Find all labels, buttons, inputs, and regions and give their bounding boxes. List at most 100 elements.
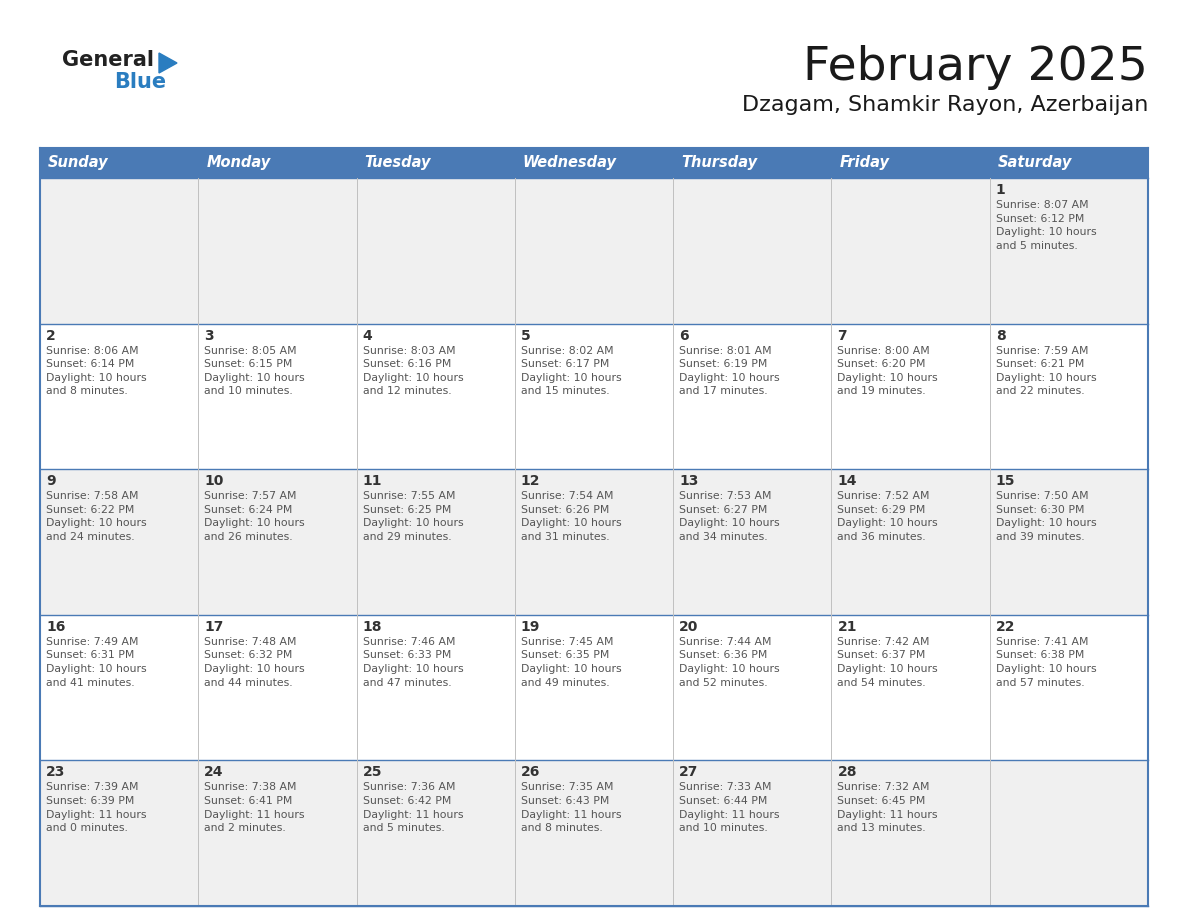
Text: 3: 3 (204, 329, 214, 342)
Bar (514, 324, 674, 469)
Text: 1: 1 (996, 183, 1005, 197)
Text: 20: 20 (680, 620, 699, 633)
Bar (832, 178, 990, 324)
Text: 24: 24 (204, 766, 223, 779)
Bar (990, 615, 1148, 760)
Bar (832, 148, 990, 178)
Text: Friday: Friday (840, 155, 890, 171)
Bar (40, 469, 198, 615)
Text: Blue: Blue (114, 72, 166, 92)
Text: General: General (62, 50, 154, 70)
Text: 19: 19 (520, 620, 541, 633)
Text: 12: 12 (520, 475, 541, 488)
Bar (514, 148, 674, 178)
Text: Sunrise: 7:58 AM
Sunset: 6:22 PM
Daylight: 10 hours
and 24 minutes.: Sunrise: 7:58 AM Sunset: 6:22 PM Dayligh… (46, 491, 146, 542)
Text: February 2025: February 2025 (803, 45, 1148, 90)
Bar (356, 760, 514, 906)
Bar (832, 469, 990, 615)
Text: Sunrise: 8:07 AM
Sunset: 6:12 PM
Daylight: 10 hours
and 5 minutes.: Sunrise: 8:07 AM Sunset: 6:12 PM Dayligh… (996, 200, 1097, 251)
Text: 13: 13 (680, 475, 699, 488)
Text: 23: 23 (46, 766, 65, 779)
Text: Dzagam, Shamkir Rayon, Azerbaijan: Dzagam, Shamkir Rayon, Azerbaijan (741, 95, 1148, 115)
Text: Sunrise: 8:01 AM
Sunset: 6:19 PM
Daylight: 10 hours
and 17 minutes.: Sunrise: 8:01 AM Sunset: 6:19 PM Dayligh… (680, 345, 779, 397)
Text: Sunday: Sunday (48, 155, 108, 171)
Bar (514, 615, 674, 760)
Bar (990, 178, 1148, 324)
Text: Sunrise: 7:59 AM
Sunset: 6:21 PM
Daylight: 10 hours
and 22 minutes.: Sunrise: 7:59 AM Sunset: 6:21 PM Dayligh… (996, 345, 1097, 397)
Bar (674, 469, 832, 615)
Text: Sunrise: 7:33 AM
Sunset: 6:44 PM
Daylight: 11 hours
and 10 minutes.: Sunrise: 7:33 AM Sunset: 6:44 PM Dayligh… (680, 782, 779, 834)
Bar (356, 469, 514, 615)
Text: Sunrise: 8:05 AM
Sunset: 6:15 PM
Daylight: 10 hours
and 10 minutes.: Sunrise: 8:05 AM Sunset: 6:15 PM Dayligh… (204, 345, 305, 397)
Bar (990, 760, 1148, 906)
Text: 27: 27 (680, 766, 699, 779)
Text: 15: 15 (996, 475, 1016, 488)
Text: Sunrise: 8:02 AM
Sunset: 6:17 PM
Daylight: 10 hours
and 15 minutes.: Sunrise: 8:02 AM Sunset: 6:17 PM Dayligh… (520, 345, 621, 397)
Text: 25: 25 (362, 766, 383, 779)
Bar (40, 615, 198, 760)
Text: Monday: Monday (207, 155, 271, 171)
Text: 17: 17 (204, 620, 223, 633)
Text: 7: 7 (838, 329, 847, 342)
Text: Sunrise: 7:41 AM
Sunset: 6:38 PM
Daylight: 10 hours
and 57 minutes.: Sunrise: 7:41 AM Sunset: 6:38 PM Dayligh… (996, 637, 1097, 688)
Bar (514, 469, 674, 615)
Bar (40, 324, 198, 469)
Text: 9: 9 (46, 475, 56, 488)
Bar (674, 178, 832, 324)
Bar (356, 324, 514, 469)
Polygon shape (159, 53, 177, 73)
Text: Sunrise: 7:45 AM
Sunset: 6:35 PM
Daylight: 10 hours
and 49 minutes.: Sunrise: 7:45 AM Sunset: 6:35 PM Dayligh… (520, 637, 621, 688)
Bar (990, 324, 1148, 469)
Text: Sunrise: 8:00 AM
Sunset: 6:20 PM
Daylight: 10 hours
and 19 minutes.: Sunrise: 8:00 AM Sunset: 6:20 PM Dayligh… (838, 345, 939, 397)
Text: Sunrise: 7:49 AM
Sunset: 6:31 PM
Daylight: 10 hours
and 41 minutes.: Sunrise: 7:49 AM Sunset: 6:31 PM Dayligh… (46, 637, 146, 688)
Text: 16: 16 (46, 620, 65, 633)
Text: Sunrise: 7:36 AM
Sunset: 6:42 PM
Daylight: 11 hours
and 5 minutes.: Sunrise: 7:36 AM Sunset: 6:42 PM Dayligh… (362, 782, 463, 834)
Bar (198, 148, 356, 178)
Text: 8: 8 (996, 329, 1005, 342)
Text: Saturday: Saturday (998, 155, 1072, 171)
Text: Sunrise: 7:48 AM
Sunset: 6:32 PM
Daylight: 10 hours
and 44 minutes.: Sunrise: 7:48 AM Sunset: 6:32 PM Dayligh… (204, 637, 305, 688)
Bar (990, 148, 1148, 178)
Bar (40, 760, 198, 906)
Bar (832, 324, 990, 469)
Text: Sunrise: 7:50 AM
Sunset: 6:30 PM
Daylight: 10 hours
and 39 minutes.: Sunrise: 7:50 AM Sunset: 6:30 PM Dayligh… (996, 491, 1097, 542)
Text: Sunrise: 7:46 AM
Sunset: 6:33 PM
Daylight: 10 hours
and 47 minutes.: Sunrise: 7:46 AM Sunset: 6:33 PM Dayligh… (362, 637, 463, 688)
Text: Thursday: Thursday (681, 155, 757, 171)
Text: Sunrise: 7:55 AM
Sunset: 6:25 PM
Daylight: 10 hours
and 29 minutes.: Sunrise: 7:55 AM Sunset: 6:25 PM Dayligh… (362, 491, 463, 542)
Text: Sunrise: 7:32 AM
Sunset: 6:45 PM
Daylight: 11 hours
and 13 minutes.: Sunrise: 7:32 AM Sunset: 6:45 PM Dayligh… (838, 782, 939, 834)
Text: 14: 14 (838, 475, 857, 488)
Bar (356, 615, 514, 760)
Bar (356, 148, 514, 178)
Bar (356, 178, 514, 324)
Bar (832, 760, 990, 906)
Bar (198, 178, 356, 324)
Text: Sunrise: 7:35 AM
Sunset: 6:43 PM
Daylight: 11 hours
and 8 minutes.: Sunrise: 7:35 AM Sunset: 6:43 PM Dayligh… (520, 782, 621, 834)
Bar (198, 469, 356, 615)
Text: 26: 26 (520, 766, 541, 779)
Bar (40, 148, 198, 178)
Text: Sunrise: 7:54 AM
Sunset: 6:26 PM
Daylight: 10 hours
and 31 minutes.: Sunrise: 7:54 AM Sunset: 6:26 PM Dayligh… (520, 491, 621, 542)
Text: Sunrise: 7:38 AM
Sunset: 6:41 PM
Daylight: 11 hours
and 2 minutes.: Sunrise: 7:38 AM Sunset: 6:41 PM Dayligh… (204, 782, 305, 834)
Text: Sunrise: 8:03 AM
Sunset: 6:16 PM
Daylight: 10 hours
and 12 minutes.: Sunrise: 8:03 AM Sunset: 6:16 PM Dayligh… (362, 345, 463, 397)
Text: 18: 18 (362, 620, 383, 633)
Text: 5: 5 (520, 329, 531, 342)
Text: Sunrise: 7:57 AM
Sunset: 6:24 PM
Daylight: 10 hours
and 26 minutes.: Sunrise: 7:57 AM Sunset: 6:24 PM Dayligh… (204, 491, 305, 542)
Bar (198, 760, 356, 906)
Text: Sunrise: 7:52 AM
Sunset: 6:29 PM
Daylight: 10 hours
and 36 minutes.: Sunrise: 7:52 AM Sunset: 6:29 PM Dayligh… (838, 491, 939, 542)
Text: Sunrise: 7:44 AM
Sunset: 6:36 PM
Daylight: 10 hours
and 52 minutes.: Sunrise: 7:44 AM Sunset: 6:36 PM Dayligh… (680, 637, 779, 688)
Text: 2: 2 (46, 329, 56, 342)
Bar (514, 178, 674, 324)
Bar (832, 615, 990, 760)
Text: 22: 22 (996, 620, 1016, 633)
Bar (514, 760, 674, 906)
Text: Sunrise: 7:53 AM
Sunset: 6:27 PM
Daylight: 10 hours
and 34 minutes.: Sunrise: 7:53 AM Sunset: 6:27 PM Dayligh… (680, 491, 779, 542)
Text: 10: 10 (204, 475, 223, 488)
Bar (198, 324, 356, 469)
Text: Sunrise: 7:42 AM
Sunset: 6:37 PM
Daylight: 10 hours
and 54 minutes.: Sunrise: 7:42 AM Sunset: 6:37 PM Dayligh… (838, 637, 939, 688)
Bar (674, 615, 832, 760)
Text: 28: 28 (838, 766, 857, 779)
Text: 21: 21 (838, 620, 857, 633)
Bar (198, 615, 356, 760)
Bar (674, 324, 832, 469)
Bar (40, 178, 198, 324)
